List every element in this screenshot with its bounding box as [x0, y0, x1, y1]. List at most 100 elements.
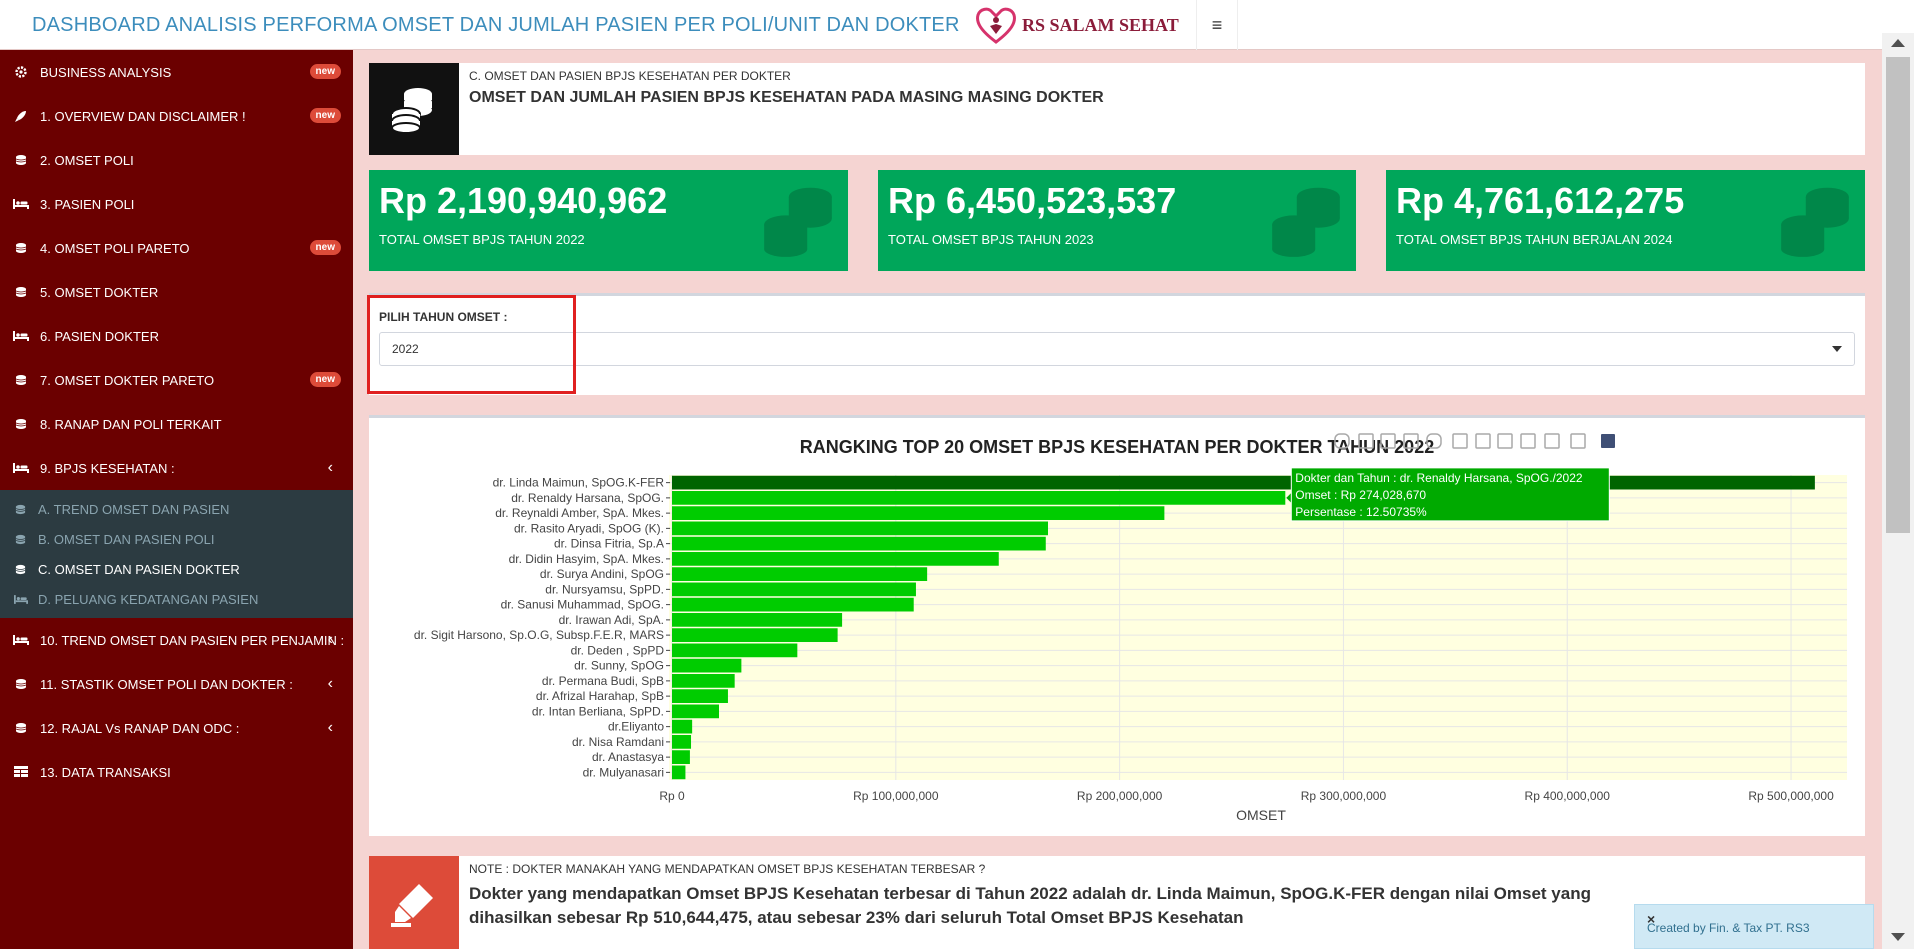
hospital-logo[interactable]: RS SALAM SEHAT [974, 4, 1179, 46]
bar[interactable] [672, 674, 735, 688]
sidebar-item-label: 13. DATA TRANSAKSI [40, 764, 171, 780]
bar[interactable] [672, 643, 798, 658]
lasso-icon[interactable] [1426, 433, 1442, 449]
submenu-item[interactable]: D. PELUANG KEDATANGAN PASIEN [0, 584, 353, 614]
y-tick-label: dr. Nursyamsu, SpPD. [545, 582, 664, 596]
y-tick-label: dr. Sigit Harsono, Sp.O.G, Subsp.F.E.R, … [414, 628, 664, 642]
bar[interactable] [672, 475, 1815, 490]
chart-title: RANGKING TOP 20 OMSET BPJS KESEHATAN PER… [800, 437, 1434, 457]
camera-icon[interactable] [1334, 433, 1350, 449]
scroll-down-icon[interactable] [1891, 933, 1905, 941]
chevron-left-icon[interactable]: ‹ [327, 459, 333, 476]
bar[interactable] [672, 567, 928, 581]
close-icon[interactable]: × [1647, 911, 1656, 927]
bar[interactable] [672, 491, 1286, 505]
sidebar-item[interactable]: 13. DATA TRANSAKSI [0, 750, 353, 794]
credit-text: Created by Fin. & Tax PT. RS3 [1647, 921, 1810, 935]
coins-icon [12, 677, 30, 691]
y-tick-label: dr. Afrizal Harahap, SpB [536, 689, 664, 703]
sidebar-item[interactable]: 12. RAJAL Vs RANAP DAN ODC : ‹ [0, 706, 353, 750]
bar[interactable] [672, 613, 843, 627]
bar[interactable] [672, 521, 1048, 536]
sidebar-item[interactable]: 9. BPJS KESEHATAN : ‹ [0, 446, 353, 490]
plotly-logo-icon[interactable] [1601, 434, 1615, 448]
bar[interactable] [672, 765, 686, 780]
compare-icon[interactable] [1570, 433, 1586, 449]
scroll-thumb[interactable] [1886, 57, 1910, 533]
page-scrollbar[interactable] [1882, 33, 1914, 949]
chevron-left-icon[interactable]: ‹ [327, 631, 333, 648]
bar[interactable] [672, 536, 1046, 551]
bar[interactable] [672, 719, 693, 734]
sidebar-item[interactable]: 4. OMSET POLI PARETO new [0, 226, 353, 270]
y-tick-label: dr. Linda Maimun, SpOG.K-FER [493, 476, 665, 490]
dashboard-title: DASHBOARD ANALISIS PERFORMA OMSET DAN JU… [32, 14, 960, 36]
year-select-value: 2022 [392, 342, 419, 356]
box-select-icon[interactable] [1403, 433, 1419, 449]
bar[interactable] [672, 597, 914, 612]
value-box-2024: Rp 4,761,612,275 TOTAL OMSET BPJS TAHUN … [1386, 170, 1865, 271]
zoom-icon[interactable] [1358, 433, 1374, 449]
sidebar-item[interactable]: 11. STASTIK OMSET POLI DAN DOKTER : ‹ [0, 662, 353, 706]
chevron-left-icon[interactable]: ‹ [327, 675, 333, 692]
sidebar-item[interactable]: BUSINESS ANALYSIS new [0, 50, 353, 94]
value-box-value: Rp 6,450,523,537 [888, 180, 1177, 221]
autoscale-icon[interactable] [1497, 433, 1513, 449]
value-box-value: Rp 4,761,612,275 [1396, 180, 1685, 221]
bar[interactable] [672, 689, 728, 703]
chart-box: dr. Linda Maimun, SpOG.K-FER dr. Renaldy … [369, 415, 1865, 836]
submenu-item-label: D. PELUANG KEDATANGAN PASIEN [38, 591, 259, 607]
bar[interactable] [672, 750, 690, 764]
bar[interactable] [672, 552, 999, 566]
submenu-item-label: A. TREND OMSET DAN PASIEN [38, 501, 230, 517]
bed-icon [12, 329, 30, 343]
zoom-in-icon[interactable] [1452, 433, 1468, 449]
value-box-label: TOTAL OMSET BPJS TAHUN 2023 [888, 232, 1094, 247]
submenu-item[interactable]: A. TREND OMSET DAN PASIEN [0, 494, 353, 524]
new-badge: new [309, 64, 341, 79]
coins-icon [391, 88, 432, 134]
y-tick-label: dr. Sunny, SpOG [574, 659, 664, 673]
home-icon[interactable] [1520, 433, 1536, 449]
bar[interactable] [672, 582, 916, 597]
note-subtitle: NOTE : DOKTER MANAKAH YANG MENDAPATKAN O… [469, 862, 986, 876]
year-select[interactable]: 2022 [379, 332, 1855, 366]
bed-icon [12, 633, 30, 647]
pan-icon[interactable] [1380, 433, 1396, 449]
sidebar-item-label: 4. OMSET POLI PARETO [40, 240, 190, 256]
sidebar-item[interactable]: 1. OVERVIEW DAN DISCLAIMER ! new [0, 94, 353, 138]
sidebar-item[interactable]: 2. OMSET POLI [0, 138, 353, 182]
sidebar-item[interactable]: 8. RANAP DAN POLI TERKAIT [0, 402, 353, 446]
sidebar-item[interactable]: 6. PASIEN DOKTER [0, 314, 353, 358]
bar[interactable] [672, 704, 719, 719]
bpjs-submenu: A. TREND OMSET DAN PASIEN B. OMSET DAN PA… [0, 490, 353, 618]
submenu-item[interactable]: C. OMSET DAN PASIEN DOKTER [0, 554, 353, 584]
chevron-left-icon[interactable]: ‹ [327, 719, 333, 736]
plot-background [669, 475, 1847, 780]
tooltip-line: Persentase : 12.50735% [1295, 505, 1427, 519]
zoom-out-icon[interactable] [1475, 433, 1491, 449]
sidebar-item[interactable]: 7. OMSET DOKTER PARETO new [0, 358, 353, 402]
sidebar-item[interactable]: 5. OMSET DOKTER [0, 270, 353, 314]
scroll-up-icon[interactable] [1891, 39, 1905, 47]
bar[interactable] [672, 658, 742, 673]
sidebar-item-label: 3. PASIEN POLI [40, 196, 135, 212]
submenu-item[interactable]: B. OMSET DAN PASIEN POLI [0, 524, 353, 554]
bar[interactable] [672, 735, 692, 749]
x-tick-label: Rp 200,000,000 [1077, 789, 1163, 803]
sidebar-item-label: 9. BPJS KESEHATAN : [40, 460, 175, 476]
sidebar-item[interactable]: 10. TREND OMSET DAN PASIEN PER PENJAMIN … [0, 618, 353, 662]
sidebar-toggle-button[interactable]: ≡ [1196, 0, 1238, 50]
sidebar-item[interactable]: 3. PASIEN POLI [0, 182, 353, 226]
coins-icon [14, 503, 30, 515]
coins-icon [1781, 187, 1849, 257]
bar[interactable] [672, 506, 1165, 520]
note-box: NOTE : DOKTER MANAKAH YANG MENDAPATKAN O… [369, 856, 1865, 949]
value-box-value: Rp 2,190,940,962 [379, 180, 668, 221]
value-box-2022: Rp 2,190,940,962 TOTAL OMSET BPJS TAHUN … [369, 170, 848, 271]
bar[interactable] [672, 628, 838, 642]
spike-icon[interactable] [1544, 433, 1560, 449]
x-tick-label: Rp 400,000,000 [1525, 789, 1611, 803]
x-tick-label: Rp 0 [659, 789, 685, 803]
